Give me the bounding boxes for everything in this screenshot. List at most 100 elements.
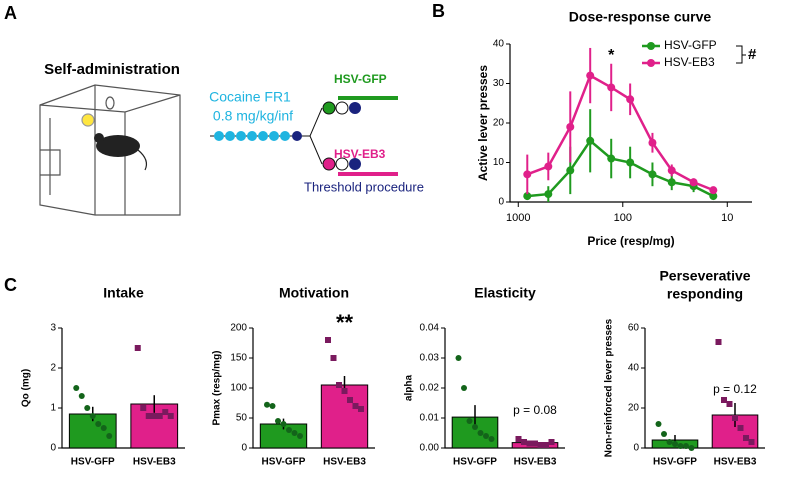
y-tick-label: 30 (493, 78, 505, 89)
data-point (73, 385, 80, 391)
data-point (89, 413, 96, 419)
y-tick-label: 100 (230, 383, 247, 394)
data-point (477, 430, 484, 436)
point (523, 192, 532, 201)
data-point (325, 337, 331, 343)
data-point (358, 406, 364, 412)
operant-box (39, 84, 181, 216)
data-point (488, 436, 495, 442)
data-point (162, 409, 169, 415)
chart-title: Motivation (279, 285, 349, 301)
data-point (526, 440, 533, 447)
x-tick-label: HSV-GFP (453, 457, 497, 468)
annotation: * (608, 47, 615, 64)
x-tick-label: HSV-GFP (71, 457, 115, 468)
x-axis-label: Price (resp/mg) (587, 234, 674, 248)
x-tick-label: HSV-EB3 (714, 457, 757, 468)
point (607, 83, 616, 92)
data-point (677, 443, 684, 449)
x-tick-label: HSV-EB3 (323, 457, 366, 468)
y-tick-label: 0.02 (420, 383, 440, 394)
schedule: Cocaine FR1 (209, 89, 291, 105)
series-line (526, 73, 714, 192)
data-point (715, 339, 722, 345)
y-tick-label: 40 (628, 363, 640, 374)
point (709, 192, 718, 201)
legend-label: HSV-EB3 (664, 55, 715, 69)
data-point (461, 385, 467, 391)
data-point (483, 433, 489, 439)
y-tick-label: 0.03 (420, 353, 440, 364)
data-point (688, 445, 695, 451)
data-point (280, 421, 287, 427)
bracket (736, 45, 746, 64)
y-tick-label: 3 (50, 323, 56, 334)
point (667, 178, 676, 187)
data-point (167, 413, 174, 419)
chart-title: responding (667, 286, 743, 302)
chart-title: Dose-response curve (569, 9, 712, 25)
point (607, 154, 616, 163)
data-point (655, 421, 662, 427)
y-tick-label: 0 (633, 443, 639, 454)
infusions (210, 96, 398, 176)
point (566, 166, 575, 175)
data-point (347, 397, 353, 403)
data-point (156, 413, 163, 419)
x-tick-label: 100 (614, 212, 632, 224)
data-point (748, 439, 755, 445)
y-tick-label: 40 (493, 39, 505, 50)
y-tick-label: 20 (493, 118, 505, 129)
y-tick-label: 0 (50, 443, 56, 454)
data-point (532, 440, 538, 447)
series-line (527, 138, 714, 198)
data-point (732, 415, 738, 421)
y-tick-label: 10 (493, 157, 505, 168)
y-tick-label: 0.00 (420, 443, 440, 454)
data-point (726, 401, 733, 407)
y-tick-label: 0 (241, 443, 247, 454)
x-tick-label: HSV-GFP (262, 457, 306, 468)
point (544, 162, 553, 171)
point (648, 138, 657, 147)
x-tick-label: 1000 (506, 212, 530, 224)
y-tick-label: 50 (236, 413, 248, 424)
data-point (291, 430, 298, 436)
data-point (352, 403, 359, 409)
data-point (100, 425, 107, 431)
y-tick-label: 150 (230, 353, 247, 364)
y-axis-label: Non-reinforced lever presses (604, 318, 615, 457)
data-point (737, 425, 744, 431)
panel-label: A (4, 3, 17, 23)
y-tick-label: 60 (628, 323, 640, 334)
point (544, 190, 553, 199)
y-axis-label: Active lever presses (476, 65, 490, 181)
data-point (721, 397, 727, 403)
group-label: HSV-EB3 (334, 147, 386, 161)
y-tick-label: 0 (498, 197, 504, 208)
chart-title: Elasticity (474, 285, 536, 301)
data-point (472, 424, 478, 430)
bar (320, 384, 369, 449)
data-point (145, 413, 152, 419)
data-point (269, 403, 276, 409)
point (626, 95, 635, 104)
y-axis-label: Pmax (resp/mg) (212, 350, 223, 425)
y-axis-label: Qo (mg) (21, 369, 32, 407)
annotation: # (748, 46, 757, 63)
data-point (297, 433, 303, 439)
y-tick-label: 0.01 (420, 413, 440, 424)
point (709, 186, 718, 195)
panel-label: B (432, 1, 445, 21)
legend-label: HSV-GFP (664, 38, 717, 52)
y-tick-label: 1 (50, 403, 56, 414)
diagram-title: Self-administration (44, 61, 180, 78)
data-point (341, 388, 348, 394)
point (689, 178, 698, 187)
data-point (140, 405, 147, 411)
x-tick-label: 10 (721, 212, 733, 224)
y-tick-label: 200 (230, 323, 247, 334)
data-point (683, 443, 689, 449)
data-point (455, 355, 462, 361)
